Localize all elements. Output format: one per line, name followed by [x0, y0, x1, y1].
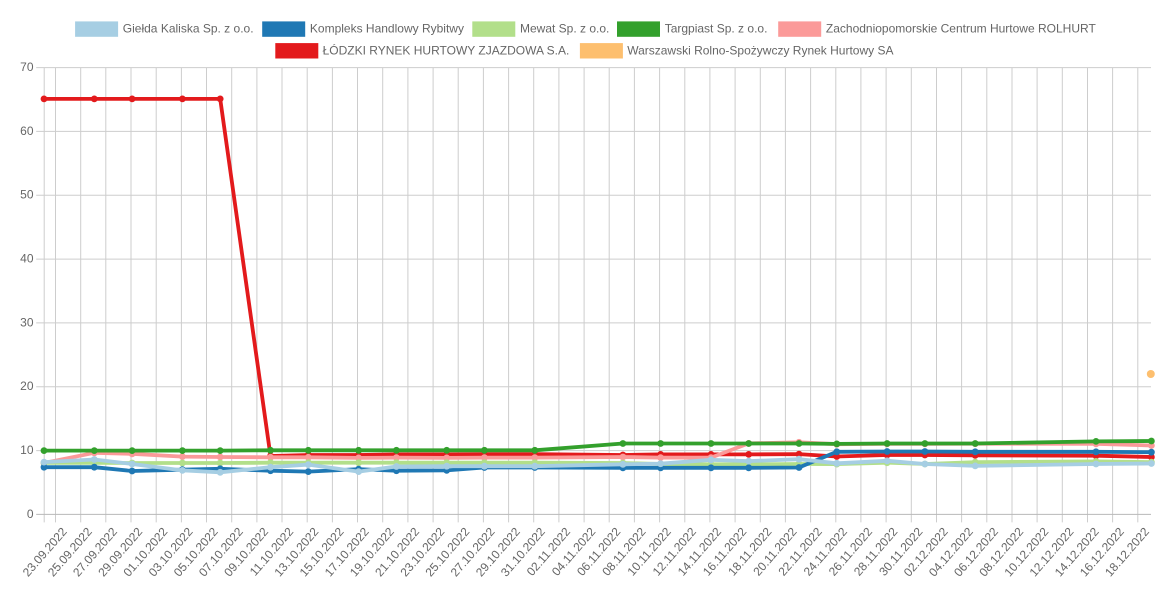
svg-text:50: 50	[20, 188, 34, 202]
svg-text:60: 60	[20, 124, 34, 138]
svg-text:Giełda Kaliska Sp. z o.o.: Giełda Kaliska Sp. z o.o.	[123, 22, 254, 36]
svg-text:Warszawski Rolno-Spożywczy Ryn: Warszawski Rolno-Spożywczy Rynek Hurtowy…	[627, 43, 893, 57]
svg-text:20: 20	[20, 379, 34, 393]
svg-text:Zachodniopomorskie Centrum Hur: Zachodniopomorskie Centrum Hurtowe ROLHU…	[826, 22, 1097, 36]
svg-text:Kompleks Handlowy Rybitwy: Kompleks Handlowy Rybitwy	[310, 22, 464, 36]
svg-text:70: 70	[20, 60, 34, 74]
svg-text:40: 40	[20, 252, 34, 266]
svg-text:10: 10	[20, 443, 34, 457]
svg-text:Targpiast Sp. z o.o.: Targpiast Sp. z o.o.	[665, 22, 768, 36]
svg-text:30: 30	[20, 315, 34, 329]
svg-text:0: 0	[27, 507, 34, 521]
svg-text:ŁÓDZKI RYNEK HURTOWY ZJAZDOWA: ŁÓDZKI RYNEK HURTOWY ZJAZDOWA S.A.	[323, 42, 570, 57]
svg-text:Mewat Sp. z o.o.: Mewat Sp. z o.o.	[520, 22, 609, 36]
